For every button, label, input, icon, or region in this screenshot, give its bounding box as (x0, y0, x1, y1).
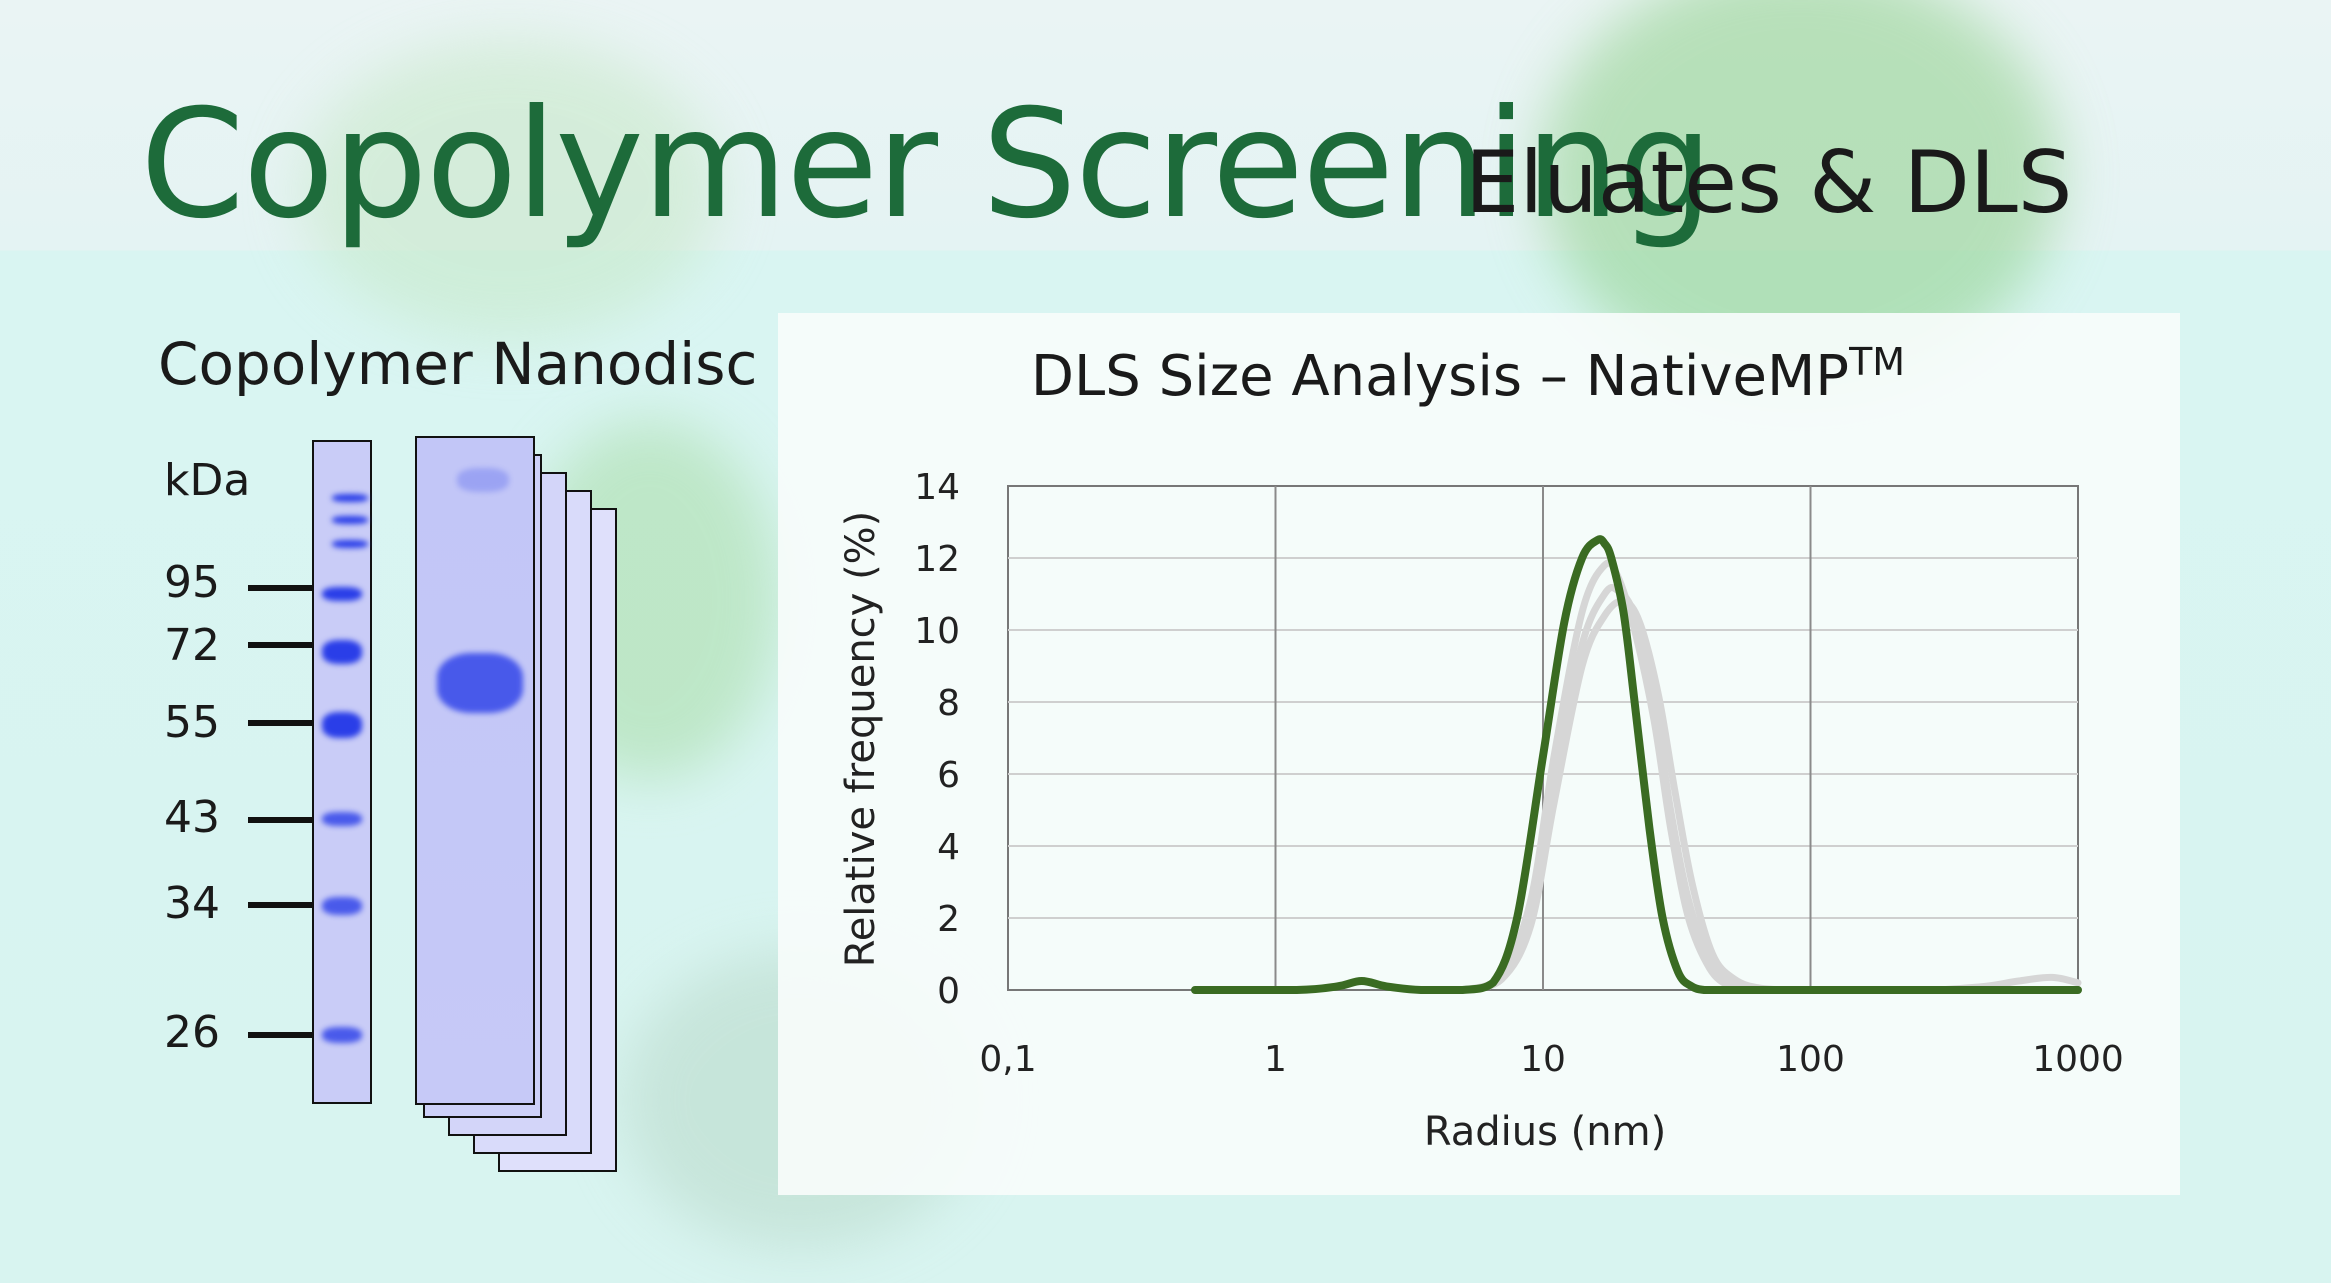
y-tick-label: 2 (937, 899, 960, 940)
ladder-band (332, 516, 368, 524)
ladder-lane (312, 440, 372, 1104)
ladder-band (322, 1027, 362, 1043)
marker-tick (248, 585, 312, 591)
ladder-band (322, 712, 362, 738)
y-axis-label: Relative frequency (%) (838, 511, 884, 968)
series-line-main (1191, 535, 2082, 995)
marker-tick (248, 642, 312, 648)
x-tick-label: 1 (1264, 1039, 1287, 1080)
series-line-replicate (1459, 597, 1802, 994)
gel-unit-label: kDa (164, 455, 251, 506)
marker-tick (248, 902, 312, 908)
sample-band (437, 653, 523, 713)
marker-label: 26 (164, 1007, 220, 1058)
y-tick-label: 0 (937, 971, 960, 1012)
page-title: Copolymer Screening (140, 78, 1713, 252)
marker-label: 72 (164, 620, 220, 671)
y-tick-label: 14 (914, 467, 960, 508)
gel-title: Copolymer Nanodisc (158, 330, 758, 398)
ladder-band (322, 640, 362, 664)
marker-label: 34 (164, 878, 220, 929)
chart-series (1191, 535, 2082, 995)
x-tick-label: 0,1 (979, 1039, 1036, 1080)
ladder-band (322, 812, 362, 826)
ladder-band (332, 540, 368, 548)
sample-lane (415, 436, 535, 1105)
y-tick-label: 10 (914, 611, 960, 652)
dls-chart: DLS Size Analysis – NativeMPTM 0 2 4 6 8 10 12… (838, 340, 2124, 1155)
marker-label: 95 (164, 557, 220, 608)
marker-label: 43 (164, 792, 220, 843)
x-tick-label: 10 (1520, 1039, 1566, 1080)
marker-label: 55 (164, 697, 220, 748)
sample-band (457, 468, 509, 492)
background-decoration (300, 40, 720, 340)
y-tick-label: 8 (937, 683, 960, 724)
x-axis-ticks: 0,1 1 10 100 1000 (979, 1039, 2123, 1080)
y-tick-label: 12 (914, 539, 960, 580)
chart-title: DLS Size Analysis – NativeMPTM (1031, 340, 1905, 409)
ladder-band (322, 897, 362, 915)
ladder-band (332, 494, 368, 502)
y-axis-ticks: 0 2 4 6 8 10 12 14 (914, 467, 960, 1012)
x-tick-label: 100 (1776, 1039, 1845, 1080)
ladder-band (322, 587, 362, 601)
marker-tick (248, 720, 312, 726)
y-tick-label: 4 (937, 827, 960, 868)
marker-tick (248, 1032, 312, 1038)
x-tick-label: 1000 (2032, 1039, 2124, 1080)
chart-panel: DLS Size Analysis – NativeMPTM 0 2 4 6 8 10 12… (778, 313, 2180, 1195)
page-subtitle: Eluates & DLS (1465, 133, 2073, 233)
y-tick-label: 6 (937, 755, 960, 796)
marker-tick (248, 817, 312, 823)
x-axis-label: Radius (nm) (1424, 1109, 1666, 1155)
